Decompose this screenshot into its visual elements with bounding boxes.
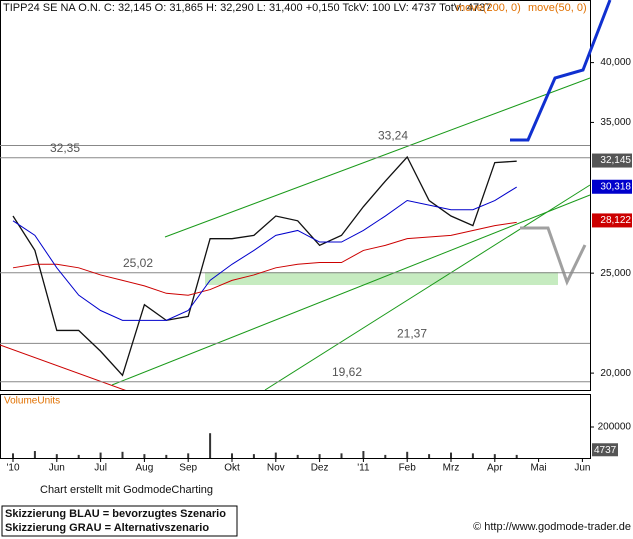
volume-bar xyxy=(12,453,14,458)
volume-bar xyxy=(450,452,452,458)
x-tick-label: Nov xyxy=(267,463,285,474)
last-value-box xyxy=(592,153,632,168)
x-tick-label: Sep xyxy=(179,463,197,474)
note-blue: Skizzierung BLAU = bevorzugtes Szenario xyxy=(5,508,226,520)
volume-bar xyxy=(471,453,474,458)
x-tick-label: Feb xyxy=(399,463,417,474)
moving-average xyxy=(12,186,517,321)
down-trend-line xyxy=(0,344,126,390)
channel-lower xyxy=(111,194,591,386)
quote: C: 32,145 O: 31,865 H: 32,290 L: 31,400 … xyxy=(104,2,491,14)
drawings xyxy=(0,0,612,390)
last-value-label: 30,318 xyxy=(600,181,631,192)
x-tick-label: Apr xyxy=(487,463,503,474)
volume-bar xyxy=(428,454,431,458)
volume-bar xyxy=(493,454,496,458)
price-line xyxy=(12,155,517,377)
level-label: 33,24 xyxy=(378,129,408,143)
moving-average xyxy=(12,221,517,296)
volume-last-box xyxy=(592,443,618,457)
volume-bar xyxy=(121,451,124,458)
volume-bar xyxy=(55,454,58,458)
trend-line xyxy=(264,184,591,390)
volume-bar xyxy=(33,451,36,458)
volume-bar xyxy=(252,454,255,458)
volume-bar xyxy=(77,454,80,458)
volume-tick-label: 200000 xyxy=(598,422,632,433)
x-tick-label: '10 xyxy=(6,463,19,474)
symbol: TIPP24 SE NA O.N. xyxy=(3,2,101,14)
volume-bar xyxy=(209,433,212,458)
x-tick-label: Jul xyxy=(94,463,107,474)
x-tick-label: Dez xyxy=(311,463,329,474)
volume-bar xyxy=(187,453,190,458)
x-tick-label: Aug xyxy=(136,463,154,474)
level-label: 32,35 xyxy=(50,141,80,155)
legend-entry: move(200, 0) xyxy=(456,2,521,14)
level-label: 19,62 xyxy=(332,365,362,379)
legend-entry: move(50, 0) xyxy=(528,2,587,14)
volume-bar xyxy=(231,453,233,458)
volume-bar xyxy=(274,452,277,458)
volume-bar xyxy=(165,454,168,458)
last-value-label: 32,145 xyxy=(600,155,631,166)
x-tick-label: '11 xyxy=(357,463,370,474)
x-tick-label: Okt xyxy=(224,463,240,474)
volume-bar xyxy=(384,454,387,458)
credit: Chart erstellt mit GodmodeCharting xyxy=(40,484,213,496)
volume-title: VolumeUnits xyxy=(4,396,60,407)
support-zone xyxy=(205,272,558,285)
volume-bar xyxy=(143,454,146,458)
volume-bar xyxy=(515,454,518,458)
volume-bar xyxy=(99,452,102,458)
x-tick-label: Jun xyxy=(49,463,65,474)
last-value-label: 28,122 xyxy=(600,215,631,226)
y-tick-label: 40,000 xyxy=(600,57,631,68)
header: TIPP24 SE NA O.N. C: 32,145 O: 31,865 H:… xyxy=(3,2,491,14)
y-tick-label: 20,000 xyxy=(600,368,631,379)
x-tick-label: Jun xyxy=(574,463,590,474)
volume-bar xyxy=(296,454,299,458)
blue-scenario xyxy=(510,0,612,142)
y-tick-label: 25,000 xyxy=(600,268,631,279)
y-tick-label: 35,000 xyxy=(600,117,631,128)
level-label: 25,02 xyxy=(123,256,153,270)
note-gray: Skizzierung GRAU = Alternativszenario xyxy=(5,522,209,534)
last-value-box xyxy=(592,213,632,228)
legend-box xyxy=(1,505,238,537)
x-tick-label: Mrz xyxy=(443,463,460,474)
volume-bar xyxy=(318,454,321,458)
volume-bar xyxy=(406,451,409,458)
price-panel xyxy=(0,0,591,391)
level-label: 21,37 xyxy=(397,327,427,341)
last-value-box xyxy=(592,179,632,194)
gray-scenario xyxy=(520,226,587,286)
volume-bar xyxy=(340,453,343,458)
x-tick-label: Mai xyxy=(531,463,547,474)
url: © http://www.godmode-trader.de xyxy=(473,521,631,533)
volume-last-label: 4737 xyxy=(594,445,617,456)
volume-bar xyxy=(362,451,365,458)
